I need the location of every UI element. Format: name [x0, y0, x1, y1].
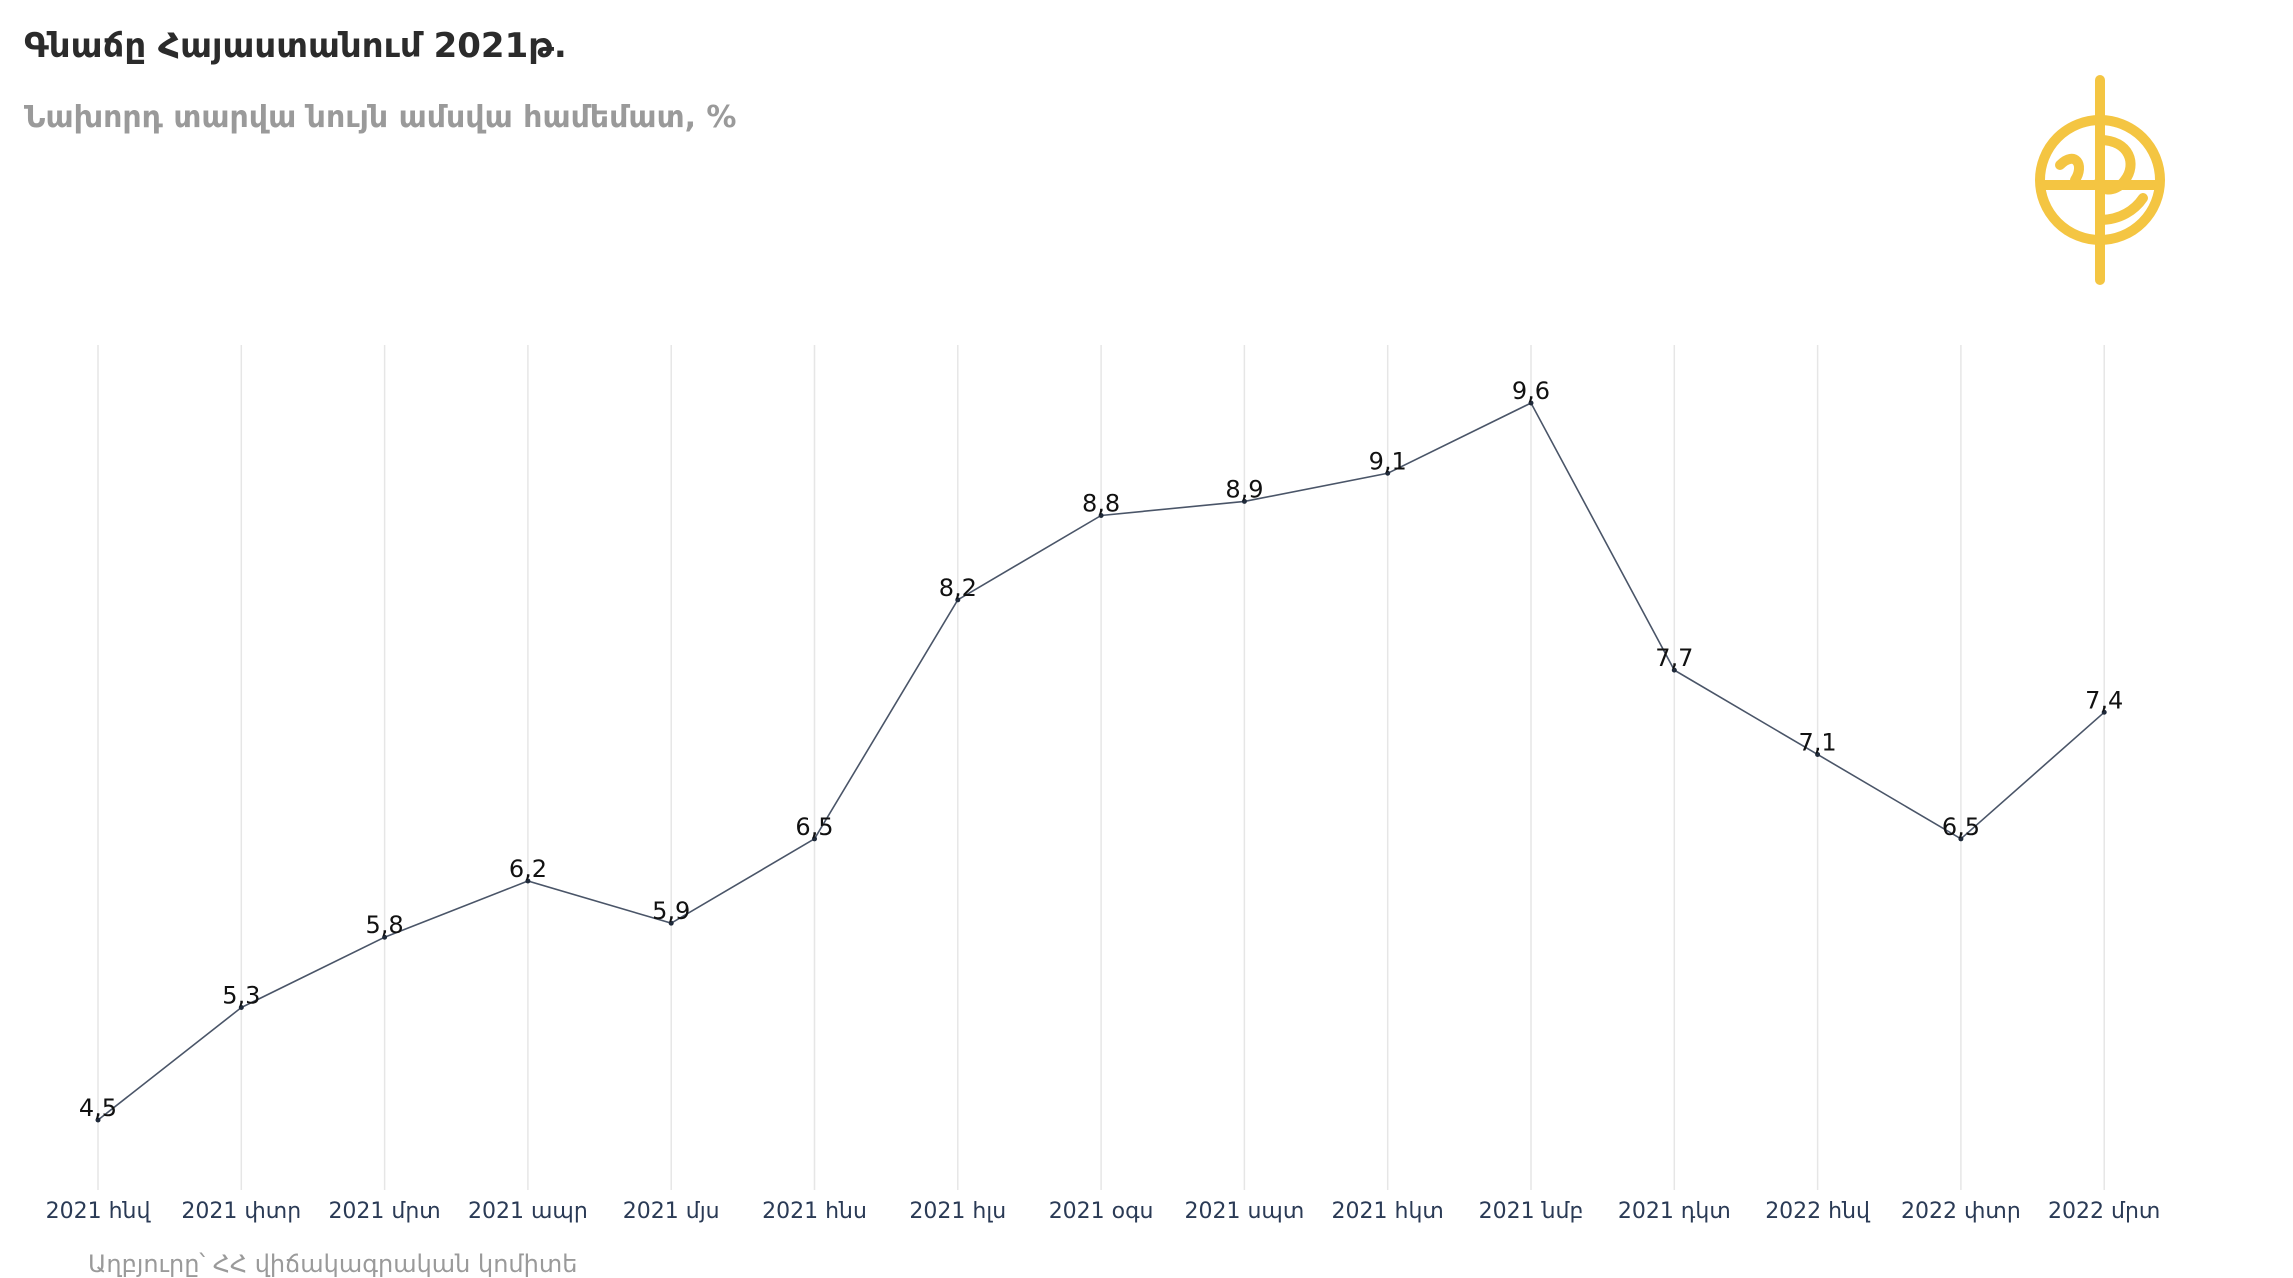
x-tick-label: 2021 հնս [762, 1199, 867, 1224]
data-label: 7,7 [1655, 644, 1693, 672]
data-point [1671, 667, 1677, 673]
data-point [1385, 470, 1391, 476]
data-label: 9,6 [1512, 377, 1550, 405]
x-tick-label: 2021 դկտ [1618, 1199, 1731, 1224]
x-tick-label: 2021 մրտ [328, 1199, 440, 1224]
data-label: 6,5 [795, 813, 833, 841]
x-tick-label: 2021 փտր [181, 1199, 301, 1224]
chart-title: Գնաճը Հայաստանում 2021թ. [24, 26, 567, 66]
data-label: 6,2 [509, 855, 547, 883]
x-tick-label: 2021 հնվ [46, 1199, 152, 1224]
x-tick-label: 2021 նմբ [1479, 1199, 1584, 1224]
data-point [382, 934, 388, 940]
x-tick-label: 2021 ապր [468, 1199, 588, 1224]
globe-logo-icon [2035, 75, 2165, 285]
data-label: 8,2 [939, 574, 977, 602]
gridlines [97, 345, 2105, 1190]
data-points [95, 400, 2107, 1123]
data-point [2101, 709, 2107, 715]
data-point [525, 878, 531, 884]
x-tick-label: 2022 փտր [1901, 1199, 2021, 1224]
data-point [1528, 400, 1534, 406]
data-point [955, 597, 961, 603]
data-label: 4,5 [79, 1094, 117, 1122]
data-point [668, 920, 674, 926]
data-label: 7,4 [2085, 686, 2123, 714]
chart-subtitle: Նախորդ տարվա նույն ամսվա համեմատ, % [24, 100, 737, 135]
x-tick-label: 2021 մյս [623, 1199, 720, 1224]
data-point [1098, 512, 1104, 518]
source-note: Աղբյուրը՝ ՀՀ վիճակագրական կոմիտե [88, 1250, 578, 1278]
x-tick-label: 2021 հլս [909, 1199, 1006, 1224]
x-tick-label: 2021 օգս [1049, 1199, 1154, 1224]
data-label: 5,3 [222, 982, 260, 1010]
data-label: 8,8 [1082, 489, 1120, 517]
data-point [1815, 751, 1821, 757]
data-point [95, 1117, 101, 1123]
data-label: 5,9 [652, 897, 690, 925]
data-label: 7,1 [1799, 728, 1837, 756]
x-tick-label: 2021 հկտ [1332, 1199, 1444, 1224]
x-tick-label: 2022 հնվ [1765, 1199, 1871, 1224]
data-labels: 4,5 5,3 5,8 6,2 5,9 6,5 8,2 8,8 8,9 9,1 9,6 7,7 7,1 6… [79, 377, 2123, 1122]
data-point [238, 1005, 244, 1011]
data-point [812, 836, 817, 842]
data-label: 5,8 [366, 911, 404, 939]
data-point [1241, 498, 1247, 504]
data-point [1958, 836, 1964, 842]
x-tick-label: 2022 մրտ [2048, 1199, 2160, 1224]
data-label: 9,1 [1369, 447, 1407, 475]
x-tick-label: 2021 սպտ [1185, 1199, 1305, 1224]
data-label: 8,9 [1225, 475, 1263, 503]
data-label: 6,5 [1942, 813, 1980, 841]
x-axis-tick-labels: 2021 հնվ 2021 փտր 2021 մրտ 2021 ապր 2021 մյս… [46, 1199, 2161, 1224]
